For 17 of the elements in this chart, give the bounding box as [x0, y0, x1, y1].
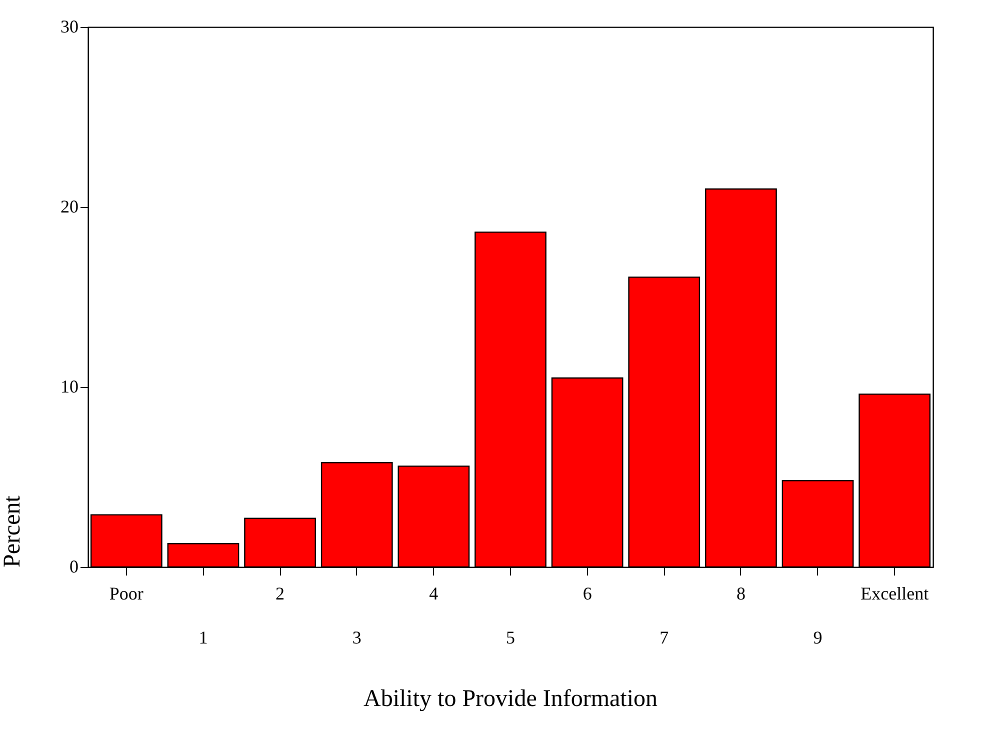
x-tick-label: 4 — [429, 584, 438, 604]
y-tick-label: 20 — [60, 196, 78, 216]
y-tick-label: 0 — [70, 556, 78, 576]
x-tick-label: 7 — [660, 628, 669, 648]
x-tick-label: 6 — [582, 584, 592, 604]
y-tick-label: 30 — [60, 16, 78, 36]
x-tick-label: 9 — [813, 628, 822, 648]
x-tick-label: 3 — [352, 628, 362, 648]
x-tick-label: 1 — [198, 628, 208, 648]
x-tick-label: Excellent — [860, 584, 929, 604]
x-tick-label: 2 — [276, 584, 285, 604]
y-axis-title: Percent — [0, 495, 26, 568]
x-tick-label: 5 — [506, 628, 515, 648]
x-tick-label: Poor — [109, 584, 144, 604]
y-tick-label: 10 — [60, 376, 78, 396]
x-tick-label: 8 — [736, 584, 746, 604]
x-axis-title: Ability to Provide Information — [364, 686, 658, 712]
